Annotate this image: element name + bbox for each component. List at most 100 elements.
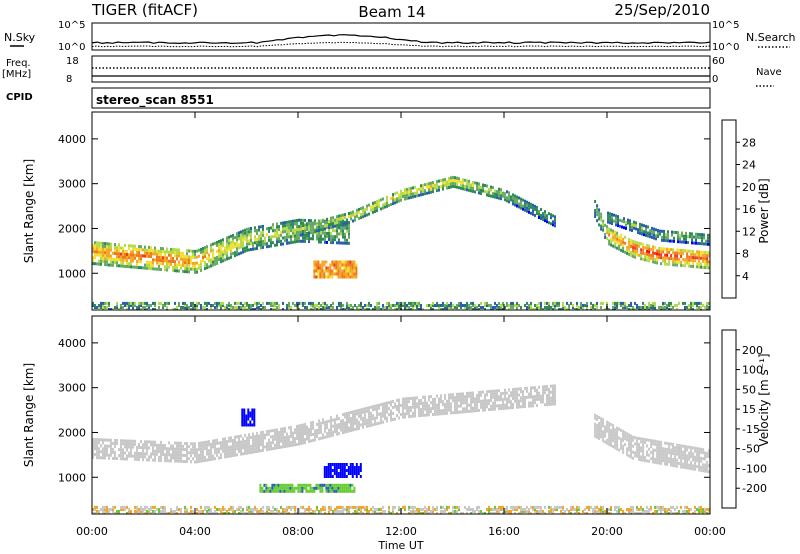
heatmap-cell [351, 483, 354, 487]
heatmap-cell [238, 447, 240, 450]
heatmap-cell [230, 448, 232, 452]
heatmap-cell [390, 412, 392, 416]
heatmap-cell [604, 440, 607, 444]
heatmap-cell [351, 489, 354, 493]
heatmap-cell [372, 210, 374, 214]
heatmap-cell [672, 452, 675, 455]
heatmap-cell [494, 401, 496, 405]
heatmap-cell [308, 505, 310, 509]
heatmap-cell [630, 452, 633, 456]
heatmap-cell [92, 256, 94, 260]
heatmap-cell [338, 238, 340, 242]
heatmap-cell [136, 454, 138, 458]
heatmap-cell [354, 218, 356, 222]
heatmap-cell [226, 254, 228, 258]
heatmap-cell [112, 257, 114, 261]
heatmap-cell [112, 450, 114, 454]
heatmap-cell [614, 304, 616, 307]
heatmap-cell [210, 457, 212, 461]
heatmap-cell [270, 304, 272, 307]
heatmap-cell [346, 218, 348, 222]
heatmap-cell [652, 448, 655, 452]
heatmap-cell [442, 301, 444, 305]
heatmap-cell [144, 245, 146, 249]
heatmap-cell [630, 446, 633, 450]
heatmap-cell [654, 460, 657, 464]
heatmap-cell [96, 262, 98, 266]
heatmap-cell [337, 483, 340, 487]
heatmap-cell [326, 220, 328, 224]
heatmap-cell [327, 483, 330, 487]
heatmap-cell [594, 431, 597, 435]
heatmap-cell [202, 253, 204, 256]
heatmap-cell [318, 237, 320, 241]
heatmap-cell [254, 441, 256, 445]
heatmap-cell [274, 308, 276, 310]
heatmap-cell [253, 408, 256, 412]
heatmap-cell [226, 248, 228, 252]
heatmap-cell [414, 402, 416, 406]
heatmap-cell [456, 407, 458, 411]
heatmap-cell [378, 301, 380, 305]
heatmap-cell [182, 263, 184, 267]
heatmap-cell [628, 249, 631, 253]
heatmap-cell [312, 426, 314, 430]
heatmap-cell [614, 440, 617, 444]
heatmap-cell [312, 221, 314, 225]
heatmap-cell [646, 444, 649, 448]
heatmap-cell [246, 239, 248, 243]
heatmap-cell [342, 232, 344, 236]
heatmap-cell [612, 232, 615, 236]
heatmap-cell [292, 431, 294, 435]
heatmap-cell [345, 263, 348, 267]
heatmap-cell [624, 437, 627, 441]
heatmap-cell [300, 427, 302, 430]
heatmap-cell [224, 437, 226, 441]
heatmap-cell [448, 399, 450, 403]
heatmap-cell [616, 444, 619, 448]
heatmap-cell [319, 489, 322, 493]
heatmap-cell [412, 505, 414, 509]
heatmap-cell [498, 395, 500, 399]
heatmap-cell [298, 228, 300, 232]
heatmap-cell [671, 239, 673, 243]
heatmap-cell [496, 404, 498, 408]
heatmap-cell [228, 448, 230, 452]
heatmap-cell [276, 243, 278, 247]
heatmap-cell [160, 505, 162, 509]
heatmap-cell [676, 254, 679, 258]
heatmap-cell [206, 446, 208, 450]
heatmap-cell [412, 396, 414, 400]
heatmap-cell [442, 400, 444, 404]
heatmap-cell [392, 196, 394, 200]
heatmap-cell [320, 228, 322, 232]
heatmap-cell [102, 510, 104, 513]
heatmap-cell [247, 408, 250, 412]
heatmap-cell [694, 461, 697, 465]
heatmap-cell [154, 510, 156, 513]
heatmap-cell [606, 429, 609, 433]
heatmap-cell [490, 392, 492, 396]
heatmap-cell [540, 304, 542, 307]
heatmap-cell [434, 400, 436, 404]
heatmap-cell [216, 258, 218, 262]
heatmap-cell [388, 401, 390, 405]
freq-unit: [MHz] [2, 69, 31, 80]
heatmap-cell [703, 233, 705, 237]
heatmap-cell [402, 505, 404, 509]
heatmap-cell [548, 306, 550, 309]
heatmap-cell [476, 400, 478, 404]
heatmap-cell [675, 231, 677, 234]
heatmap-cell [508, 194, 510, 198]
heatmap-cell [142, 266, 144, 270]
heatmap-cell [325, 489, 328, 493]
heatmap-cell [300, 442, 302, 445]
heatmap-cell [230, 454, 232, 458]
heatmap-cell [150, 249, 152, 253]
heatmap-cell [484, 308, 486, 310]
heatmap-cell [280, 505, 282, 509]
heatmap-cell [330, 226, 332, 230]
heatmap-cell [106, 447, 108, 451]
heatmap-cell [148, 263, 150, 267]
heatmap-cell [384, 402, 386, 406]
